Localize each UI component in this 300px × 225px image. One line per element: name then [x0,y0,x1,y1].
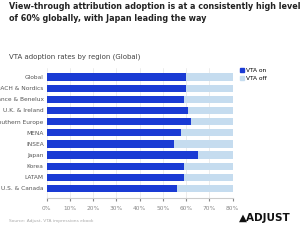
Text: Source: Adjust, VTA impressions ebook: Source: Adjust, VTA impressions ebook [9,219,93,223]
Bar [46,174,232,181]
Bar [46,118,232,125]
Bar [46,107,188,114]
Bar [46,118,191,125]
Bar [46,185,232,192]
Text: View-through attribution adoption is at a consistently high level — at an averag: View-through attribution adoption is at … [9,2,300,23]
Bar [46,85,186,92]
Legend: VTA on, VTA off: VTA on, VTA off [239,68,268,81]
Bar [46,73,186,81]
Bar [46,73,232,81]
Bar [46,162,184,170]
Bar [46,140,174,148]
Bar [46,107,232,114]
Bar [46,96,232,103]
Bar [46,185,177,192]
Bar [46,129,232,136]
Bar [46,96,184,103]
Bar [46,162,232,170]
Bar [46,151,232,159]
Text: ▲ADJUST: ▲ADJUST [239,213,291,223]
Bar [46,129,181,136]
Bar [46,174,184,181]
Bar [46,151,198,159]
Text: VTA adoption rates by region (Global): VTA adoption rates by region (Global) [9,54,140,61]
Bar [46,85,232,92]
Bar [46,140,232,148]
